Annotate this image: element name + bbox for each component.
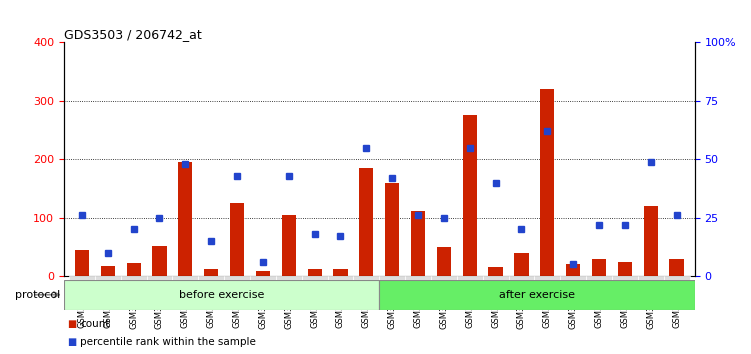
Bar <box>385 183 400 276</box>
Bar <box>173 276 198 280</box>
Bar <box>618 262 632 276</box>
Bar <box>126 263 140 276</box>
Bar <box>204 269 219 276</box>
Bar <box>276 276 302 280</box>
Bar <box>95 276 121 280</box>
Bar <box>379 280 695 310</box>
Bar <box>101 266 115 276</box>
Bar <box>437 247 451 276</box>
Bar <box>146 276 173 280</box>
Text: ■: ■ <box>68 319 77 329</box>
Text: count: count <box>80 319 110 329</box>
Bar <box>540 89 554 276</box>
Bar <box>560 276 586 280</box>
Bar <box>256 272 270 276</box>
Bar <box>282 215 296 276</box>
Bar <box>457 276 483 280</box>
Text: after exercise: after exercise <box>499 290 575 300</box>
Bar <box>307 269 321 276</box>
Bar <box>638 276 664 280</box>
Bar <box>488 267 502 276</box>
Bar <box>508 276 535 280</box>
Bar <box>333 269 348 276</box>
Bar <box>379 276 405 280</box>
Bar <box>669 258 683 276</box>
Text: before exercise: before exercise <box>179 290 264 300</box>
Bar <box>64 280 379 310</box>
Bar <box>302 276 327 280</box>
Bar <box>566 264 581 276</box>
Bar <box>514 253 529 276</box>
Bar <box>354 276 379 280</box>
Bar <box>178 162 192 276</box>
Bar <box>586 276 612 280</box>
Bar <box>535 276 560 280</box>
Bar <box>152 246 167 276</box>
Bar <box>612 276 638 280</box>
Text: percentile rank within the sample: percentile rank within the sample <box>80 337 256 347</box>
Text: protocol: protocol <box>15 290 60 300</box>
Bar <box>224 276 250 280</box>
Bar <box>75 250 89 276</box>
Bar <box>230 203 244 276</box>
Bar <box>69 276 95 280</box>
Bar <box>411 211 425 276</box>
Bar <box>359 168 373 276</box>
Bar <box>327 276 354 280</box>
Bar <box>644 206 658 276</box>
Bar <box>198 276 224 280</box>
Text: GDS3503 / 206742_at: GDS3503 / 206742_at <box>64 28 201 41</box>
Bar <box>463 115 477 276</box>
Bar <box>405 276 431 280</box>
Bar <box>483 276 508 280</box>
Text: ■: ■ <box>68 337 77 347</box>
Bar <box>664 276 689 280</box>
Bar <box>431 276 457 280</box>
Bar <box>121 276 146 280</box>
Bar <box>592 258 606 276</box>
Bar <box>250 276 276 280</box>
